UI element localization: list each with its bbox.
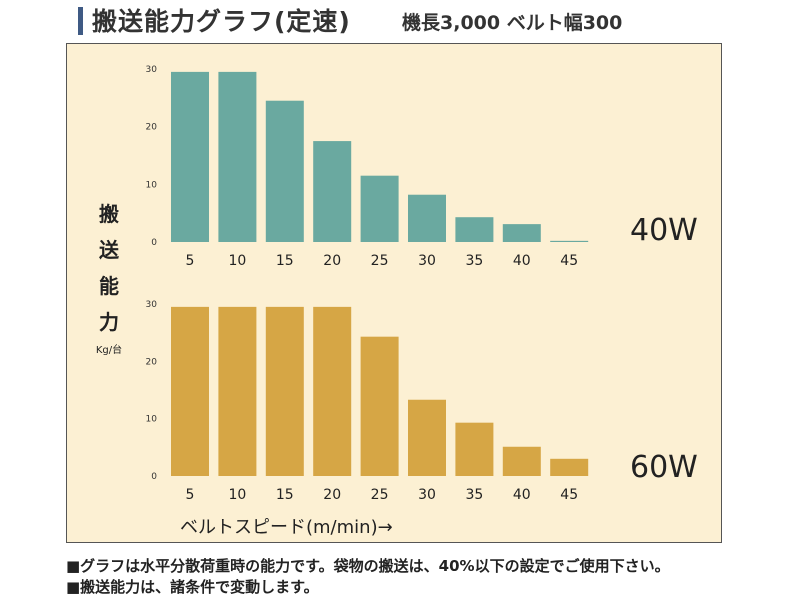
page-subtitle: 機長3,000 ベルト幅300 [402, 12, 623, 34]
y-tick-label: 20 [146, 357, 158, 367]
bar [502, 224, 541, 242]
y-tick-label: 0 [151, 472, 157, 482]
bar [550, 458, 589, 476]
x-tick-label: 20 [323, 253, 341, 269]
x-tick-label: 5 [186, 253, 195, 269]
bar [313, 306, 352, 476]
y-axis-label-char: 搬 [99, 202, 119, 226]
bar [171, 306, 209, 476]
bar [408, 194, 446, 242]
x-tick-label: 25 [371, 487, 389, 503]
bar [360, 175, 399, 242]
y-tick-label: 0 [151, 238, 157, 248]
bar [218, 306, 257, 476]
page-title: 搬送能力グラフ(定速) [92, 7, 351, 36]
bar [502, 446, 541, 476]
bar [360, 336, 399, 476]
y-tick-label: 10 [146, 180, 158, 190]
x-tick-label: 20 [323, 487, 341, 503]
bar [265, 306, 304, 476]
bar [218, 71, 257, 242]
note-line: ■グラフは水平分散荷重時の能力です。袋物の搬送は、40%以下の設定でご使用下さい… [66, 557, 670, 575]
x-tick-label: 40 [513, 487, 531, 503]
x-tick-label: 10 [228, 487, 246, 503]
series-label-60w: 60W [630, 450, 698, 485]
y-axis-unit: Kg/台 [95, 345, 123, 356]
y-axis-label-char: 力 [99, 310, 119, 334]
x-tick-label: 40 [513, 253, 531, 269]
x-tick-label: 15 [276, 487, 294, 503]
bar [265, 100, 304, 242]
x-tick-label: 30 [418, 253, 436, 269]
y-axis-label-char: 能 [99, 274, 119, 298]
note-line: ■搬送能力は、諸条件で変動します。 [66, 578, 319, 596]
title-accent-bar [78, 7, 83, 35]
x-tick-label: 5 [186, 487, 195, 503]
y-axis-label: 搬 送 能 力 [92, 196, 126, 340]
bar [455, 422, 494, 476]
x-tick-label: 10 [228, 253, 246, 269]
y-axis-label-char: 送 [99, 238, 119, 262]
bar [313, 141, 352, 242]
x-axis-label: ベルトスピード(m/min)→ [180, 517, 393, 538]
bar [408, 399, 446, 476]
y-tick-label: 30 [146, 65, 158, 75]
x-tick-label: 35 [465, 487, 483, 503]
y-tick-label: 10 [146, 415, 158, 425]
x-tick-label: 45 [560, 487, 578, 503]
bar [171, 71, 209, 242]
y-tick-label: 20 [146, 123, 158, 133]
x-tick-label: 25 [371, 253, 389, 269]
y-tick-label: 30 [146, 300, 158, 310]
series-label-40w: 40W [630, 213, 698, 248]
notes: ■グラフは水平分散荷重時の能力です。袋物の搬送は、40%以下の設定でご使用下さい… [66, 556, 670, 598]
x-tick-label: 35 [465, 253, 483, 269]
bar [550, 240, 589, 242]
bar [455, 217, 494, 242]
x-tick-label: 30 [418, 487, 436, 503]
x-tick-label: 45 [560, 253, 578, 269]
x-tick-label: 15 [276, 253, 294, 269]
